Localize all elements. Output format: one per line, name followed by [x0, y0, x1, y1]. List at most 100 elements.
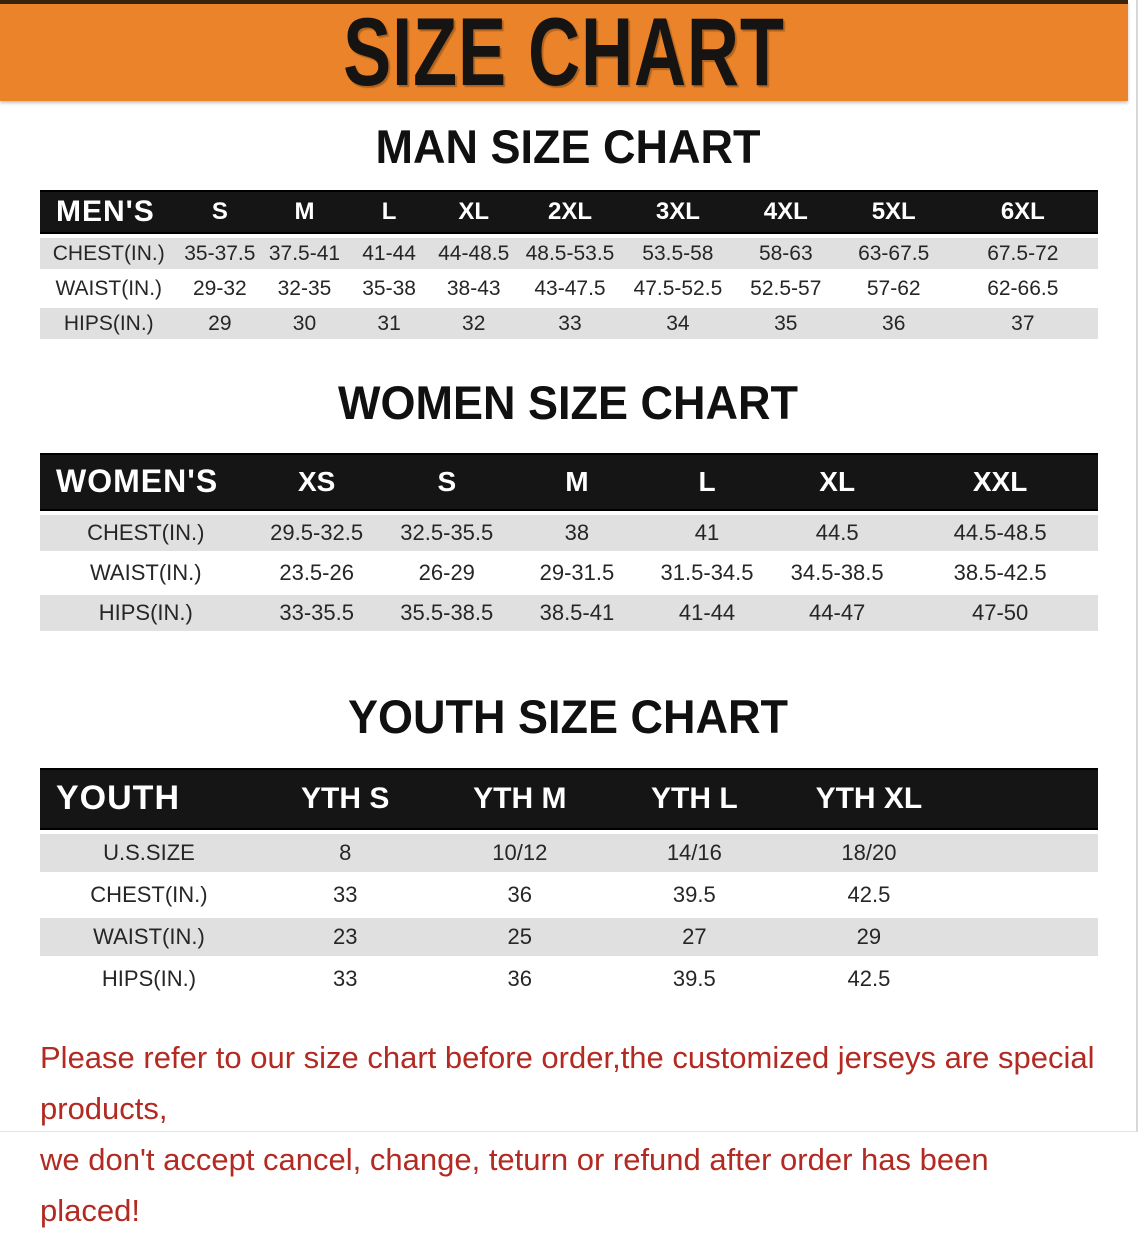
size-cell: 41 [641, 514, 773, 551]
size-cell: 35-38 [346, 273, 432, 305]
size-cell: 29 [177, 308, 263, 340]
size-cell: 29 [781, 917, 957, 956]
filler-cell [956, 917, 1098, 956]
table-row: U.S.SIZE 8 10/12 14/16 18/20 [40, 833, 1098, 872]
disclaimer-text: Please refer to our size chart before or… [40, 1032, 1096, 1236]
size-cell: 37 [947, 308, 1098, 340]
size-cell: 23 [257, 917, 433, 956]
men-size-table: MEN'S S M L XL 2XL 3XL 4XL 5XL 6XL CHEST… [40, 186, 1098, 343]
col-header: M [262, 190, 347, 235]
col-header: XL [431, 190, 517, 235]
size-cell: 33 [257, 959, 433, 998]
size-cell: 47-50 [902, 594, 1098, 631]
size-cell: 34 [623, 308, 732, 340]
col-header: 6XL [947, 190, 1098, 235]
size-cell: 48.5-53.5 [516, 238, 624, 270]
col-header: XXL [902, 452, 1098, 511]
filler-cell [956, 833, 1098, 872]
men-header-row: MEN'S S M L XL 2XL 3XL 4XL 5XL 6XL [40, 190, 1098, 235]
size-cell: 36 [839, 308, 948, 340]
size-cell: 38.5-42.5 [902, 554, 1098, 591]
disclaimer-line-2: we don't accept cancel, change, teturn o… [40, 1141, 989, 1228]
banner-title: SIZE CHART [343, 0, 785, 106]
row-label: WAIST(IN.) [40, 273, 178, 305]
size-cell: 44.5-48.5 [902, 514, 1098, 551]
table-row: WAIST(IN.) 29-32 32-35 35-38 38-43 43-47… [40, 273, 1098, 305]
women-header-row: WOMEN'S XS S M L XL XXL [40, 452, 1098, 511]
youth-header-row: YOUTH YTH S YTH M YTH L YTH XL [40, 767, 1098, 830]
men-table-title: MEN'S [40, 190, 178, 235]
size-cell: 32.5-35.5 [381, 514, 512, 551]
size-cell: 23.5-26 [251, 554, 382, 591]
table-row: WAIST(IN.) 23 25 27 29 [40, 917, 1098, 956]
size-cell: 38.5-41 [511, 594, 642, 631]
col-header: 2XL [516, 190, 624, 235]
col-header: 5XL [839, 190, 948, 235]
size-cell: 32 [431, 308, 517, 340]
size-cell: 42.5 [781, 875, 957, 914]
size-cell: 37.5-41 [262, 238, 347, 270]
filler-cell [956, 875, 1098, 914]
col-header: YTH L [607, 767, 782, 830]
table-row: WAIST(IN.) 23.5-26 26-29 29-31.5 31.5-34… [40, 554, 1098, 591]
size-cell: 38-43 [431, 273, 517, 305]
filler-cell [956, 767, 1098, 830]
size-cell: 33 [257, 875, 433, 914]
size-cell: 34.5-38.5 [772, 554, 903, 591]
size-cell: 8 [257, 833, 433, 872]
row-label: HIPS(IN.) [40, 308, 178, 340]
row-label: WAIST(IN.) [40, 554, 252, 591]
table-row: CHEST(IN.) 29.5-32.5 32.5-35.5 38 41 44.… [40, 514, 1098, 551]
col-header: XS [251, 452, 382, 511]
table-row: HIPS(IN.) 33 36 39.5 42.5 [40, 959, 1098, 998]
size-cell: 53.5-58 [623, 238, 732, 270]
col-header: S [381, 452, 512, 511]
size-cell: 39.5 [607, 875, 782, 914]
row-label: CHEST(IN.) [40, 514, 252, 551]
size-cell: 27 [607, 917, 782, 956]
youth-size-table: YOUTH YTH S YTH M YTH L YTH XL U.S.SIZE … [40, 764, 1098, 1002]
table-row: HIPS(IN.) 33-35.5 35.5-38.5 38.5-41 41-4… [40, 594, 1098, 631]
size-cell: 67.5-72 [947, 238, 1098, 270]
size-cell: 35-37.5 [177, 238, 263, 270]
size-cell: 47.5-52.5 [623, 273, 732, 305]
col-header: 3XL [623, 190, 732, 235]
col-header: M [511, 452, 642, 511]
size-cell: 42.5 [781, 959, 957, 998]
row-label: CHEST(IN.) [40, 238, 178, 270]
row-label: WAIST(IN.) [40, 917, 258, 956]
col-header: YTH XL [781, 767, 957, 830]
size-cell: 31.5-34.5 [641, 554, 773, 591]
size-cell: 26-29 [381, 554, 512, 591]
size-cell: 63-67.5 [839, 238, 948, 270]
col-header: 4XL [731, 190, 840, 235]
size-cell: 14/16 [607, 833, 782, 872]
size-cell: 39.5 [607, 959, 782, 998]
col-header: L [641, 452, 773, 511]
col-header: L [346, 190, 432, 235]
size-cell: 18/20 [781, 833, 957, 872]
table-row: HIPS(IN.) 29 30 31 32 33 34 35 36 37 [40, 308, 1098, 340]
size-cell: 43-47.5 [516, 273, 624, 305]
size-cell: 36 [432, 875, 608, 914]
size-cell: 35.5-38.5 [381, 594, 512, 631]
table-row: CHEST(IN.) 33 36 39.5 42.5 [40, 875, 1098, 914]
col-header: S [177, 190, 263, 235]
size-cell: 44-47 [772, 594, 903, 631]
size-cell: 31 [346, 308, 432, 340]
size-cell: 57-62 [839, 273, 948, 305]
size-cell: 33-35.5 [251, 594, 382, 631]
filler-cell [956, 959, 1098, 998]
row-label: U.S.SIZE [40, 833, 258, 872]
size-cell: 62-66.5 [947, 273, 1098, 305]
youth-table-title: YOUTH [40, 767, 258, 830]
size-cell: 52.5-57 [731, 273, 840, 305]
men-section-heading: MAN SIZE CHART [375, 119, 761, 174]
size-cell: 29-32 [177, 273, 263, 305]
women-size-table: WOMEN'S XS S M L XL XXL CHEST(IN.) 29.5-… [40, 449, 1098, 635]
size-cell: 41-44 [641, 594, 773, 631]
women-section-heading: WOMEN SIZE CHART [338, 375, 798, 430]
size-cell: 29-31.5 [511, 554, 642, 591]
row-label: HIPS(IN.) [40, 594, 252, 631]
size-cell: 33 [516, 308, 624, 340]
